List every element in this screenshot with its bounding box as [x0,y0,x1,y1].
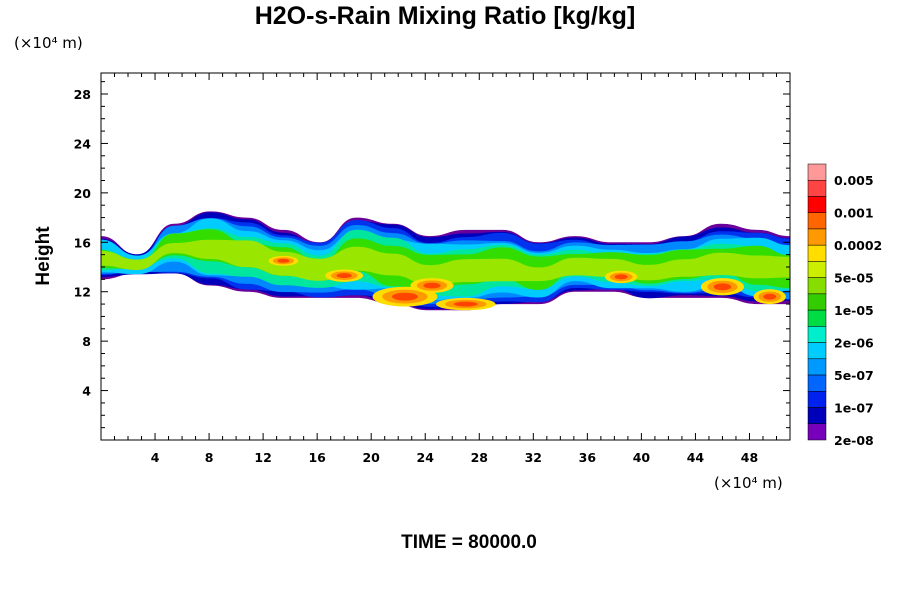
colorbar: 0.005 0.001 0.0002 5e-05 1e-05 2e-06 5e-07 1e-0… [807,163,882,448]
contour-core [713,283,732,291]
contour-core [336,273,352,279]
x-tick-label: 4 [151,450,160,465]
colorbar-swatch [807,326,827,343]
y-axis-label: Height [33,226,54,286]
y-tick-label: 4 [82,384,91,399]
x-tick-label: 20 [362,450,380,465]
x-axis-ticks: 4 8 12 16 20 24 28 32 36 40 44 48 [114,73,777,465]
y-tick-label: 12 [74,285,91,300]
colorbar-swatch [807,407,827,425]
colorbar-label: 5e-05 [834,271,874,286]
colorbar-label: 2e-08 [834,433,874,448]
colorbar-swatch [807,212,827,230]
colorbar-swatch [807,293,827,311]
colorbar-label: 0.005 [834,173,874,188]
colorbar-swatch [807,423,827,441]
colorbar-swatch [807,374,827,392]
x-tick-label: 36 [579,450,597,465]
y-tick-label: 8 [82,334,91,349]
time-label: TIME = 80000.0 [401,532,537,553]
y-tick-label: 28 [74,87,91,102]
y-tick-label: 24 [74,136,92,151]
contour-field [101,211,790,311]
x-tick-label: 40 [633,450,651,465]
contour-core [763,293,777,300]
colorbar-swatch [807,228,827,246]
colorbar-swatch [807,391,827,408]
colorbar-swatch [807,309,827,327]
colorbar-swatch [807,179,827,197]
x-axis-unit: (×10⁴ m) [714,474,783,492]
y-tick-label: 16 [74,235,92,250]
colorbar-label: 1e-07 [834,401,874,416]
y-tick-label: 20 [74,186,92,201]
colorbar-swatch [807,261,827,278]
contour-core [453,301,478,307]
x-tick-label: 32 [525,450,542,465]
colorbar-label: 2e-06 [834,336,874,351]
x-tick-label: 44 [687,450,705,465]
colorbar-swatch [807,163,827,181]
plot-frame [100,72,791,441]
y-axis-unit: (×10⁴ m) [14,34,83,52]
colorbar-swatch [807,244,827,262]
x-tick-label: 12 [254,450,271,465]
x-tick-label: 24 [417,450,435,465]
y-axis-ticks: 4 8 12 16 20 24 28 [74,81,790,429]
colorbar-label: 0.0002 [834,238,882,253]
contour-core [614,274,628,280]
colorbar-swatch [807,196,827,213]
contour-core [392,292,418,301]
colorbar-swatch [807,277,827,295]
colorbar-swatch [807,342,827,360]
colorbar-swatch [807,358,827,376]
x-tick-label: 48 [741,450,758,465]
x-tick-label: 16 [308,450,326,465]
colorbar-label: 1e-05 [834,303,874,318]
contour-core [423,282,441,289]
x-tick-label: 8 [205,450,214,465]
colorbar-label: 5e-07 [834,368,874,383]
x-tick-label: 28 [471,450,488,465]
chart-title: H2O-s-Rain Mixing Ratio [kg/kg] [255,2,636,30]
contour-core [277,258,290,263]
plot-area [100,72,791,441]
colorbar-label: 0.001 [834,206,874,221]
